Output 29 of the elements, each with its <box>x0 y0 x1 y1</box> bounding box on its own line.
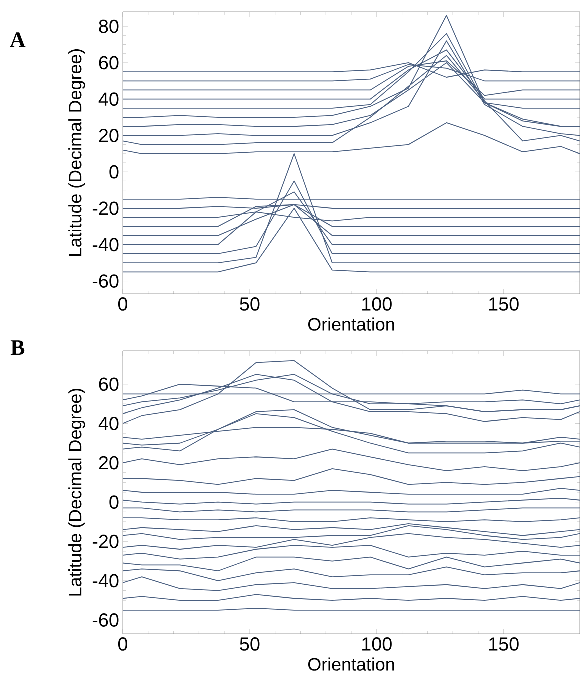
y-tick-label: 40 <box>98 92 119 106</box>
x-axis-title: Orientation <box>308 658 394 671</box>
x-tick-label: 100 <box>362 298 392 311</box>
x-tick-label: 0 <box>118 638 128 651</box>
x-tick-label: 100 <box>362 638 392 651</box>
x-tick-label: 50 <box>240 638 260 651</box>
x-tick-label: 0 <box>118 298 128 311</box>
y-tick-label: 40 <box>98 417 119 430</box>
text: A <box>10 32 26 48</box>
y-tick-label: 20 <box>99 456 119 470</box>
y-axis-title: Latitude (Decimal Degree) <box>68 389 86 596</box>
y-tick-label: -20 <box>92 202 119 216</box>
y-tick-label: -20 <box>92 534 119 548</box>
y-tick-label: -40 <box>92 238 119 252</box>
x-tick-label: 150 <box>489 298 519 311</box>
y-tick-label: -60 <box>92 614 119 627</box>
y-tick-label: -40 <box>92 574 119 588</box>
x-tick-label: 50 <box>240 298 260 311</box>
x-tick-label: 150 <box>489 638 519 651</box>
y-axis-title: Latitude (Decimal Degree) <box>68 50 86 256</box>
y-tick-label: -60 <box>92 274 119 288</box>
y-tick-label: 60 <box>99 56 119 70</box>
y-tick-label: 0 <box>110 496 119 510</box>
chart-title: B <box>10 340 25 356</box>
y-tick-label: 60 <box>99 378 119 392</box>
y-tick-label: 0 <box>110 165 119 179</box>
y-tick-label: 80 <box>99 20 119 34</box>
x-axis-title: Orientation <box>308 318 394 331</box>
y-tick-label: 20 <box>99 129 119 142</box>
